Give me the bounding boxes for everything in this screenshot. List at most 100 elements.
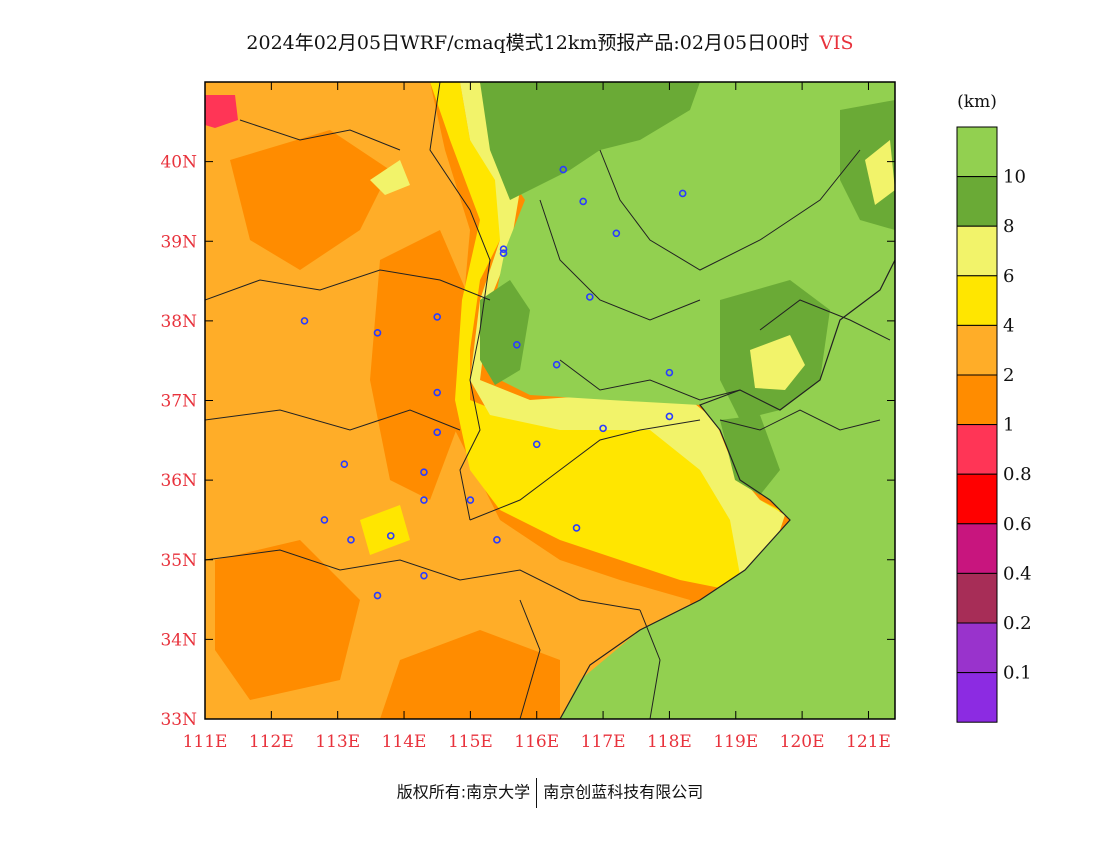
boundary-11 [239,119,401,151]
y-tick-label: 37N [160,392,197,412]
y-tick-label: 36N [160,471,197,491]
city-marker [572,524,581,532]
x-tick-label: 116E [514,732,559,752]
colorbar-label: 0.6 [1003,514,1032,535]
x-tick-label: 119E [713,732,758,752]
colorbar-label: 0.2 [1003,613,1032,634]
x-tick-label: 113E [315,732,360,752]
field-light-yellow-north [370,160,410,195]
footer-copyright: 版权所有:南京大学 [396,782,531,802]
city-marker [320,516,329,524]
colorbar-swatch [956,424,998,475]
footer-separator [536,778,538,808]
x-tick-label: 112E [249,732,294,752]
y-tick-label: 38N [160,312,197,332]
colorbar-swatch [956,672,998,723]
boundary-1 [429,82,491,521]
field-red-spot [205,95,238,128]
colorbar-label: 6 [1003,266,1014,287]
x-tick-label: 114E [382,732,427,752]
city-marker [665,412,674,421]
boundary-7 [539,199,701,321]
coastline [559,259,895,719]
chart-title-variable: VIS [819,32,854,54]
colorbar-swatch [956,473,998,525]
field-yellow-patch [360,505,410,555]
boundary-2 [205,269,491,301]
colorbar-swatch [956,324,998,376]
city-marker [612,229,621,238]
city-marker [586,293,594,301]
colorbar-swatch [956,523,998,574]
city-marker [665,368,674,377]
footer: 版权所有:南京大学 南京创蓝科技有限公司 [0,778,1100,808]
colorbar-swatch [956,126,998,178]
boundary-13 [759,299,891,341]
colorbar-swatch [956,374,998,426]
boundary-12 [719,409,881,431]
city-marker [513,340,521,349]
x-tick-label: 111E [183,732,228,752]
boundary-5 [469,419,701,521]
x-tick-label: 121E [846,732,891,752]
field-light-yellow-ne [865,140,895,205]
city-marker [373,591,382,600]
colorbar-swatch [956,176,998,227]
footer-company: 南京创蓝科技有限公司 [543,782,704,802]
boundary-6 [599,149,861,271]
field-orange-patch-4 [380,630,560,719]
field-orange-patch-3 [215,540,360,700]
city-marker [532,440,541,449]
field-dark-green-coast [720,415,780,495]
colorbar-label: 0.8 [1003,464,1032,485]
field-light-yellow-east [750,335,805,390]
colorbar-label: 1 [1003,415,1014,436]
field-green [480,82,895,719]
boundary-8 [559,359,741,401]
city-marker [373,329,382,337]
colorbar-label: 0.1 [1003,663,1032,684]
colorbar-label: 10 [1003,167,1026,188]
city-marker [433,388,442,397]
city-marker [559,165,568,174]
city-marker [386,532,395,540]
city-marker [466,496,475,504]
colorbar-swatch [956,225,998,277]
x-tick-label: 120E [780,732,825,752]
field-light-yellow [460,82,785,575]
city-marker [340,460,349,469]
colorbar-swatch [956,622,998,674]
colorbar-label: 2 [1003,365,1014,386]
field-dark-green-north [480,82,700,200]
city-marker [552,360,561,369]
city-marker [300,317,309,325]
y-tick-label: 39N [160,232,197,252]
colorbar: 10 8 6 4 2 1 0.8 0.6 0.4 0.2 0.1 (km) [956,92,1032,723]
axes: 111E 112E 113E 114E 115E 116E 117E 118E 119E 120E… [160,82,895,752]
colorbar-label: 4 [1003,315,1014,336]
boundaries [205,82,891,719]
colorbar-label: 8 [1003,216,1014,237]
boundary-9 [519,599,541,719]
y-tick-label: 40N [160,153,197,173]
city-marker [493,536,501,544]
field-dark-green-west [480,280,530,385]
field-orange-patch-2 [370,230,470,500]
chart-title-main: 2024年02月05日WRF/cmaq模式12km预报产品:02月05日00时 [246,32,810,54]
chart-title: 2024年02月05日WRF/cmaq模式12km预报产品:02月05日00时 V… [0,28,1100,55]
field-orange-patch-1 [230,130,390,270]
city-marker [599,424,607,433]
x-tick-label: 118E [647,732,692,752]
city-markers [300,165,687,600]
colorbar-unit: (km) [957,92,997,112]
colorbar-label: 0.4 [1003,563,1032,584]
x-tick-label: 117E [581,732,626,752]
city-marker [433,428,442,437]
colorbar-swatch [956,275,998,326]
city-marker [420,496,428,504]
city-marker [678,189,687,198]
city-marker [347,536,355,544]
city-marker [420,571,428,580]
y-tick-label: 33N [160,710,197,730]
